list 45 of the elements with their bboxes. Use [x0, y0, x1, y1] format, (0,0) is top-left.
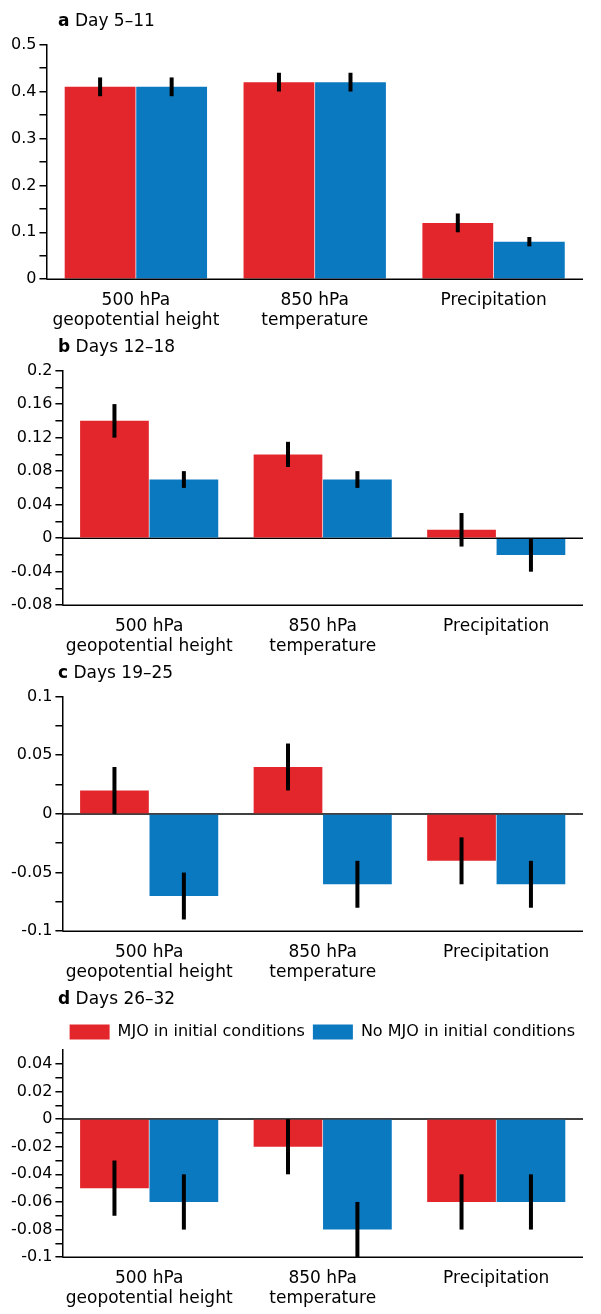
y-tick-label: -0.1: [21, 920, 53, 940]
x-tick-label: 500 hPa geopotential height: [52, 288, 220, 330]
y-tick-label: 0.02: [16, 1080, 53, 1100]
y-tick-label: 0.04: [16, 493, 53, 513]
y-tick-label: 0.3: [10, 127, 37, 147]
y-tick-label: -0.04: [10, 560, 53, 580]
y-tick-label: -0.08: [10, 1218, 53, 1238]
chart-title: a Day 5–11: [57, 9, 156, 32]
y-tick-label: -0.1: [21, 1246, 53, 1266]
legend-label: No MJO in initial conditions: [360, 1021, 576, 1041]
x-tick-label: Precipitation: [443, 1266, 550, 1287]
chart-title: b Days 12–18: [57, 335, 177, 358]
chart-title: c Days 19–25: [57, 661, 175, 684]
y-tick-label: 0.1: [10, 221, 37, 241]
x-tick-label: Precipitation: [440, 288, 547, 309]
y-tick-label: -0.08: [10, 594, 53, 614]
y-tick-label: 0.05: [16, 744, 53, 764]
x-tick-label: 850 hPa temperature: [261, 288, 369, 330]
y-tick-label: 0: [26, 268, 37, 288]
y-tick-label: -0.05: [10, 861, 53, 881]
chart-title: d Days 26–32: [57, 987, 177, 1010]
y-tick-label: 0: [42, 803, 53, 823]
y-tick-label: 0.12: [16, 426, 53, 446]
y-tick-label: 0.04: [16, 1052, 53, 1072]
x-tick-label: 850 hPa temperature: [269, 614, 377, 656]
y-tick-label: -0.06: [10, 1191, 53, 1211]
y-tick-label: 0: [42, 527, 53, 547]
y-tick-label: 0.16: [16, 393, 53, 413]
y-tick-label: -0.04: [10, 1163, 53, 1183]
y-tick-label: 0.1: [26, 685, 53, 705]
y-tick-label: 0.08: [16, 460, 53, 480]
y-tick-label: 0.2: [10, 174, 37, 194]
y-tick-label: 0: [42, 1108, 53, 1128]
y-tick-label: 0.4: [10, 80, 37, 100]
y-tick-label: 0.2: [26, 359, 53, 379]
x-tick-label: 850 hPa temperature: [269, 1266, 377, 1308]
legend-label: MJO in initial conditions: [117, 1021, 305, 1041]
y-tick-label: -0.02: [10, 1135, 53, 1155]
x-tick-label: 500 hPa geopotential height: [65, 1266, 233, 1308]
x-tick-label: 500 hPa geopotential height: [65, 614, 233, 656]
x-tick-label: 850 hPa temperature: [269, 940, 377, 982]
y-tick-label: 0.5: [10, 33, 37, 53]
x-tick-label: Precipitation: [443, 940, 550, 961]
x-tick-label: Precipitation: [443, 614, 550, 635]
x-tick-label: 500 hPa geopotential height: [65, 940, 233, 982]
